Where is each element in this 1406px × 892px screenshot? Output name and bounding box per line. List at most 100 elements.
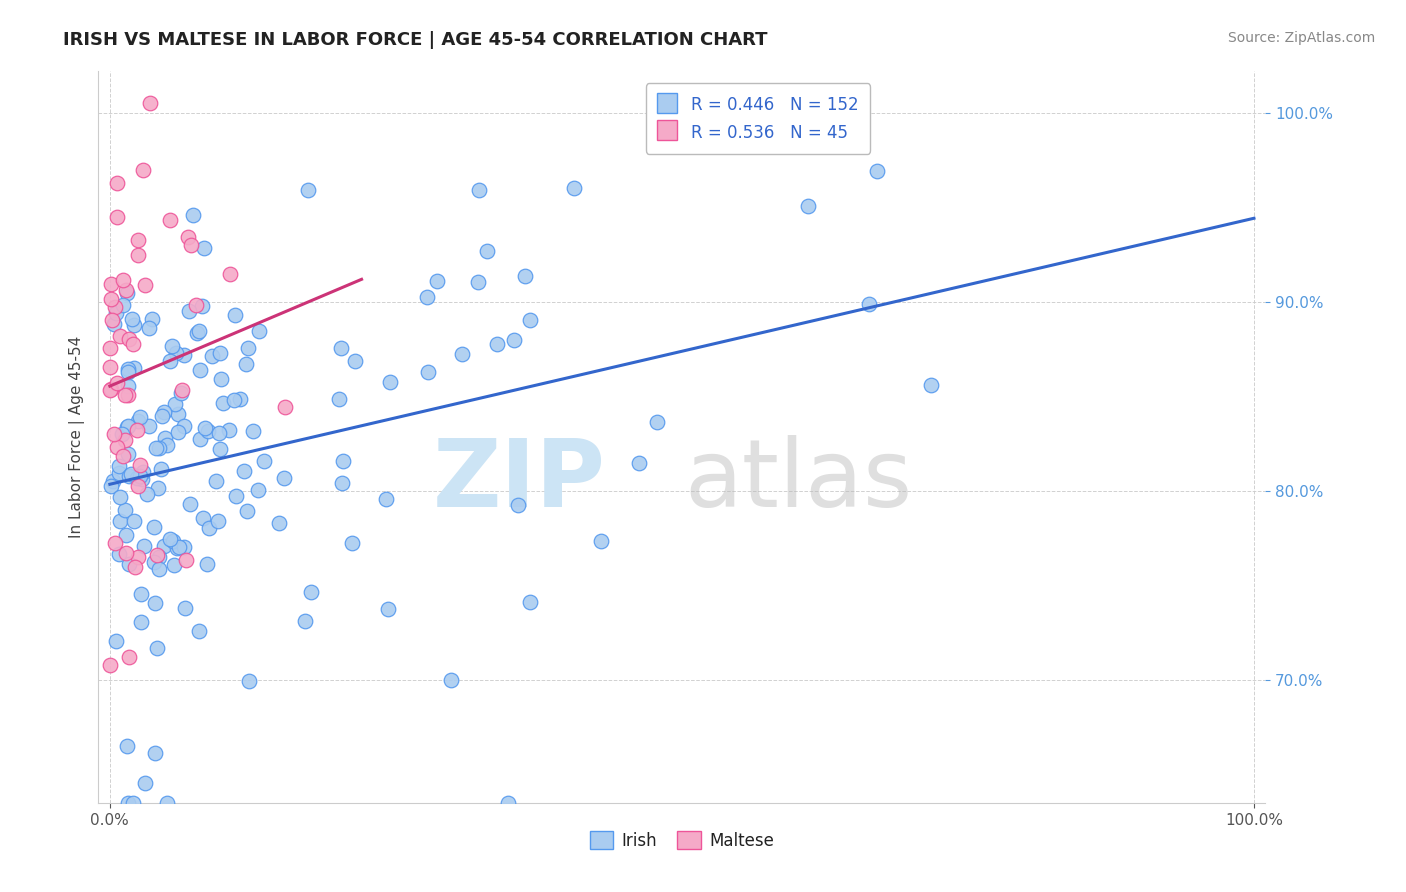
Point [294, 614, 316, 628]
Point [468, 183, 491, 197]
Point [118, 332, 141, 346]
Point [128, 409, 150, 424]
Point [160, 339, 183, 353]
Point [647, 415, 669, 429]
Point [866, 164, 889, 178]
Point [246, 483, 269, 497]
Point [114, 503, 136, 517]
Point [208, 346, 231, 360]
Point [105, 376, 128, 391]
Point [156, 796, 179, 810]
Point [146, 548, 169, 562]
Point [797, 199, 820, 213]
Point [142, 555, 165, 569]
Point [117, 388, 139, 402]
Point [122, 360, 145, 375]
Point [107, 467, 129, 481]
Point [451, 347, 474, 361]
Point [416, 366, 439, 380]
Point [519, 312, 541, 326]
Point [117, 365, 139, 379]
Point [193, 511, 215, 525]
Point [114, 388, 136, 402]
Point [111, 298, 134, 312]
Point [146, 481, 169, 495]
Point [506, 498, 529, 512]
Point [920, 377, 942, 392]
Point [208, 426, 231, 441]
Point [148, 549, 170, 564]
Point [343, 354, 366, 368]
Text: Source: ZipAtlas.com: Source: ZipAtlas.com [1227, 31, 1375, 45]
Point [179, 303, 201, 318]
Point [273, 471, 295, 485]
Point [131, 163, 153, 178]
Point [519, 595, 541, 609]
Point [328, 392, 350, 407]
Point [128, 458, 150, 472]
Point [502, 333, 524, 347]
Point [100, 277, 122, 291]
Point [467, 275, 489, 289]
Point [378, 375, 401, 389]
Point [235, 503, 257, 517]
Point [125, 423, 148, 437]
Point [186, 326, 208, 340]
Point [440, 673, 463, 687]
Point [142, 520, 165, 534]
Point [148, 442, 170, 456]
Point [330, 475, 353, 490]
Point [122, 796, 145, 810]
Point [118, 469, 141, 483]
Point [179, 497, 201, 511]
Point [117, 650, 139, 665]
Point [195, 557, 218, 571]
Point [515, 269, 537, 284]
Y-axis label: In Labor Force | Age 45-54: In Labor Force | Age 45-54 [69, 336, 84, 538]
Point [150, 462, 173, 476]
Point [186, 298, 208, 312]
Point [143, 597, 166, 611]
Point [117, 419, 139, 434]
Point [143, 747, 166, 761]
Point [146, 641, 169, 656]
Point [187, 624, 209, 639]
Point [98, 359, 121, 374]
Point [131, 472, 153, 486]
Point [197, 425, 219, 439]
Point [627, 456, 650, 470]
Point [111, 427, 134, 442]
Point [129, 615, 152, 630]
Point [117, 796, 139, 810]
Point [204, 475, 226, 489]
Point [104, 301, 127, 315]
Point [235, 358, 257, 372]
Point [132, 465, 155, 479]
Point [177, 230, 200, 244]
Point [135, 486, 157, 500]
Point [104, 306, 127, 320]
Point [159, 532, 181, 546]
Point [118, 557, 141, 571]
Point [148, 562, 170, 576]
Point [340, 535, 363, 549]
Point [170, 385, 193, 400]
Point [127, 413, 149, 427]
Point [170, 384, 193, 398]
Point [242, 424, 264, 438]
Point [426, 274, 449, 288]
Point [129, 468, 152, 483]
Point [100, 479, 122, 493]
Point [212, 396, 235, 410]
Point [124, 559, 146, 574]
Point [159, 353, 181, 368]
Point [330, 341, 353, 355]
Point [122, 318, 145, 333]
Point [115, 739, 138, 753]
Point [115, 545, 138, 559]
Point [127, 248, 149, 262]
Point [103, 427, 125, 442]
Point [159, 212, 181, 227]
Point [167, 540, 190, 554]
Point [115, 283, 138, 297]
